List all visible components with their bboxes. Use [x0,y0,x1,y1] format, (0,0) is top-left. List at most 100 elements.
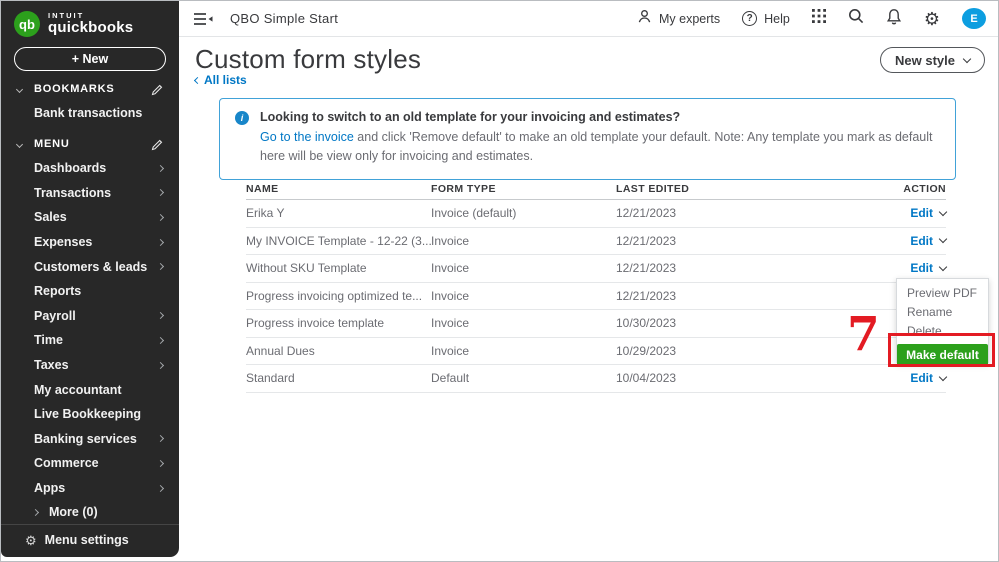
sidebar-item-label: Sales [34,210,67,225]
sidebar-item-dashboards[interactable]: Dashboards [1,156,179,181]
back-link-label: All lists [204,73,247,87]
sidebar-item-sales[interactable]: Sales [1,205,179,230]
collapse-sidebar-icon[interactable] [193,12,214,26]
chevron-right-icon [156,459,165,467]
new-button[interactable]: + New [14,47,166,71]
sidebar-item-label: Payroll [34,308,76,323]
cell-last-edited: 10/30/2023 [616,316,677,331]
cell-last-edited: 12/21/2023 [616,261,677,276]
action-cell: Edit [836,261,948,276]
menu-item-rename[interactable]: Rename [907,304,953,319]
settings-gear-icon[interactable]: ⚙ [923,8,940,29]
all-lists-back-link[interactable]: All lists [193,73,247,87]
chevron-right-icon [156,312,165,320]
help-button[interactable]: ? Help [742,11,790,26]
column-header-last-edited: LAST EDITED [616,183,690,195]
cell-name: Progress invoice template [246,316,385,331]
qb-logo-icon: qb [14,11,40,37]
sidebar-item-label: My accountant [34,382,122,397]
cell-name: Without SKU Template [246,261,367,276]
info-icon: i [235,111,249,125]
cell-form-type: Invoice [431,288,470,303]
new-style-button[interactable]: New style [880,47,985,73]
brand-intuit: INTUIT [48,11,85,20]
cell-form-type: Invoice [431,261,470,276]
chevron-down-icon [15,85,24,93]
bookmarks-section-header[interactable]: BOOKMARKS [1,77,179,101]
sidebar-item-live-bookkeeping[interactable]: Live Bookkeeping [1,402,179,427]
sidebar-item-label: Apps [34,481,66,496]
chevron-right-icon [156,361,165,369]
chevron-right-icon [156,263,165,271]
cell-name: Standard [246,371,295,386]
go-to-invoice-link[interactable]: Go to the invoice [260,130,354,144]
sidebar-item-my-accountant[interactable]: My accountant [1,377,179,402]
chevron-down-icon [15,140,24,148]
quickbooks-logo: qb INTUIT quickbooks [14,11,133,37]
form-styles-table: NAME FORM TYPE LAST EDITED ACTION Erika … [246,183,948,393]
menu-item-make-default[interactable]: Make default [897,344,988,366]
table-row: Annual Dues Invoice 10/29/2023 Edit [246,338,948,365]
sidebar-item-label: Bank transactions [34,106,143,120]
table-row: Without SKU Template Invoice 12/21/2023 … [246,255,948,283]
cell-name: Erika Y [246,206,285,221]
column-header-form-type: FORM TYPE [431,183,496,195]
sidebar-divider [1,524,179,525]
menu-item-preview-pdf[interactable]: Preview PDF [907,285,978,300]
column-header-action: ACTION [903,183,946,195]
cell-last-edited: 12/21/2023 [616,233,677,248]
chevron-down-icon[interactable] [938,207,948,216]
topbar-actions: My experts ? Help [637,8,986,30]
sidebar-item-customers-leads[interactable]: Customers & leads [1,254,179,279]
chevron-down-icon[interactable] [938,235,948,244]
chevron-down-icon[interactable] [938,372,948,381]
edit-link[interactable]: Edit [910,206,933,221]
sidebar-item-label: Transactions [34,185,112,200]
banner-body: Go to the invoice and click 'Remove defa… [260,128,939,167]
sidebar-item-time[interactable]: Time [1,328,179,353]
chevron-down-icon[interactable] [938,262,948,271]
search-icon[interactable] [848,8,864,29]
edit-link[interactable]: Edit [910,261,933,276]
sidebar-item-banking-services[interactable]: Banking services [1,427,179,452]
apps-grid-icon[interactable] [811,9,826,28]
menu-item-delete[interactable]: Delete [907,323,942,338]
sidebar-item-apps[interactable]: Apps [1,476,179,501]
cell-last-edited: 10/29/2023 [616,343,677,358]
new-style-label: New style [895,52,955,68]
menu-settings-button[interactable]: ⚙ Menu settings [1,528,179,552]
chevron-right-icon [156,336,165,344]
top-navigation-bar: QBO Simple Start My experts ? Help [179,1,998,37]
brand-quickbooks: quickbooks [48,19,134,36]
edit-pencil-icon[interactable] [151,83,163,101]
sidebar-item-expenses[interactable]: Expenses [1,230,179,255]
table-row: Standard Default 10/04/2023 Edit [246,365,948,393]
cell-form-type: Invoice [431,233,470,248]
help-label: Help [764,11,790,26]
notifications-bell-icon[interactable] [886,8,902,30]
sidebar-item-label: Banking services [34,431,137,446]
user-avatar[interactable]: E [962,8,986,29]
cell-last-edited: 12/21/2023 [616,288,677,303]
sidebar-item-commerce[interactable]: Commerce [1,451,179,476]
table-row: Erika Y Invoice (default) 12/21/2023 Edi… [246,200,948,228]
sidebar-item-bank-transactions[interactable]: Bank transactions [1,101,179,125]
sidebar-item-more[interactable]: More (0) [1,500,179,524]
sidebar-menu: Dashboards Transactions Sales Expenses C… [1,156,179,500]
sidebar-item-payroll[interactable]: Payroll [1,304,179,329]
menu-header-label: MENU [34,138,70,150]
edit-link[interactable]: Edit [910,233,933,248]
sidebar-item-reports[interactable]: Reports [1,279,179,304]
table-row: My INVOICE Template - 12-22 (3... Invoic… [246,228,948,255]
sidebar-item-taxes[interactable]: Taxes [1,353,179,378]
sidebar-item-transactions[interactable]: Transactions [1,181,179,206]
cell-form-type: Default [431,371,470,386]
brand-text: INTUIT quickbooks [48,12,133,36]
my-experts-button[interactable]: My experts [637,9,720,29]
edit-link[interactable]: Edit [910,371,933,386]
menu-section-header[interactable]: MENU [1,132,179,156]
edit-pencil-icon[interactable] [151,138,163,156]
sidebar-item-label: Expenses [34,235,93,250]
cell-form-type: Invoice [431,343,470,358]
table-row: Progress invoice template Invoice 10/30/… [246,310,948,338]
